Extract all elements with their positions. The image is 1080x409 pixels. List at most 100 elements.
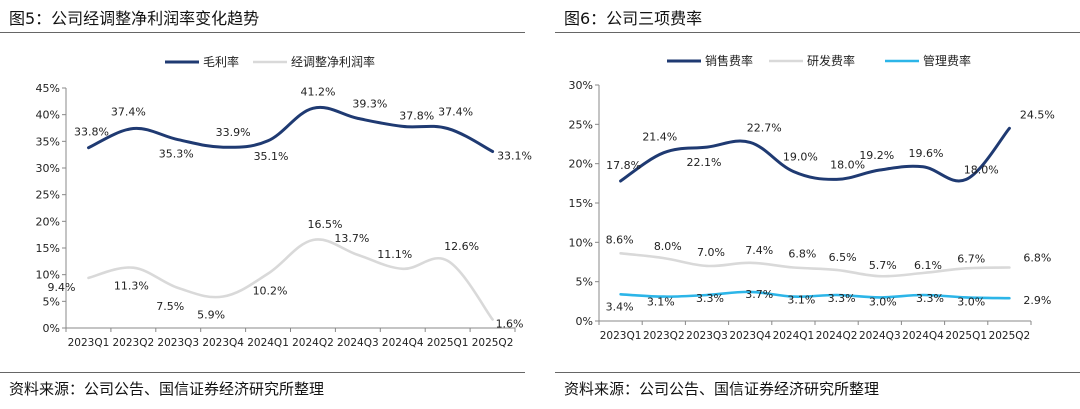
- data-label: 21.4%: [642, 131, 677, 144]
- y-tick-label: 20%: [36, 215, 60, 228]
- title-divider: [0, 32, 525, 33]
- data-label: 35.3%: [159, 148, 194, 161]
- data-label: 6.8%: [788, 248, 816, 261]
- x-tick-label: 2023Q3: [686, 330, 728, 342]
- figure-title: 图6：公司三项费率: [564, 9, 703, 28]
- data-label: 37.4%: [111, 106, 146, 119]
- series-line-0: [87, 105, 495, 153]
- data-label: 33.1%: [497, 149, 532, 162]
- y-tick-label: 15%: [36, 242, 60, 255]
- y-tick-label: 30%: [569, 79, 593, 92]
- data-label: 11.3%: [114, 280, 149, 293]
- series-line-1: [87, 238, 494, 321]
- legend-label: 管理费率: [923, 53, 971, 68]
- x-tick-label: 2024Q2: [816, 330, 858, 342]
- x-tick-label: 2023Q2: [643, 330, 685, 342]
- y-tick-label: 10%: [36, 269, 60, 282]
- x-tick-label: 2023Q1: [600, 330, 642, 342]
- x-tick-label: 2024Q3: [337, 337, 379, 349]
- data-label: 8.6%: [606, 233, 634, 246]
- legend-item: 毛利率: [165, 54, 239, 69]
- source-note: 资料来源：公司公告、国信证券经济研究所整理: [564, 380, 880, 398]
- x-tick-label: 2024Q1: [247, 337, 289, 349]
- data-label: 37.4%: [438, 106, 473, 119]
- expense-ratio-line-chart: 0%5%10%15%20%25%30%2023Q1 2023Q2 2023Q3 202…: [569, 53, 1055, 342]
- source-note: 资料来源：公司公告、国信证券经济研究所整理: [9, 380, 325, 398]
- x-tick-label: 2023Q2: [113, 337, 155, 349]
- series-line-1: [619, 252, 1011, 278]
- data-label: 13.7%: [334, 232, 369, 245]
- data-label: 10.2%: [253, 285, 288, 298]
- legend-label: 经调整净利润率: [291, 54, 375, 69]
- data-label: 6.7%: [957, 252, 985, 265]
- y-tick-label: 25%: [36, 189, 60, 202]
- margin-line-chart: 0% 5% 10% 15% 20% 25% 30% 35% 40% 45% 2023Q1 2023Q2…: [36, 54, 532, 349]
- data-label: 3.0%: [957, 295, 985, 308]
- y-tick-label: 30%: [36, 162, 60, 175]
- data-label: 18.0%: [964, 163, 999, 176]
- series-line-2: [619, 290, 1011, 300]
- data-label: 17.8%: [606, 159, 641, 172]
- data-label: 11.1%: [377, 248, 412, 261]
- data-label: 7.5%: [156, 300, 184, 313]
- y-tick-label: 45%: [36, 82, 60, 95]
- data-label: 39.3%: [352, 97, 387, 110]
- data-label: 3.4%: [606, 300, 634, 313]
- x-tick-label: 2025Q2: [989, 330, 1031, 342]
- data-label: 37.8%: [399, 109, 434, 122]
- data-label: 3.0%: [869, 295, 897, 308]
- source-divider: [555, 372, 1080, 373]
- data-label: 22.1%: [687, 156, 722, 169]
- y-tick-label: 25%: [569, 118, 593, 131]
- legend-label: 销售费率: [705, 53, 753, 68]
- legend-item: 经调整净利润率: [253, 54, 375, 69]
- legend-item: 销售费率: [667, 53, 753, 68]
- data-label: 19.2%: [859, 149, 894, 162]
- data-label: 2.9%: [1023, 294, 1051, 307]
- data-label: 33.9%: [216, 126, 251, 139]
- x-tick-label: 2025Q1: [427, 337, 469, 349]
- x-tick-label: 2024Q1: [773, 330, 815, 342]
- data-label: 16.5%: [307, 218, 342, 231]
- y-tick-label: 35%: [36, 135, 60, 148]
- data-label: 12.6%: [444, 240, 479, 253]
- data-label: 18.0%: [830, 158, 865, 171]
- data-label: 9.4%: [47, 281, 75, 294]
- data-label: 5.9%: [197, 309, 225, 322]
- data-label: 3.1%: [787, 294, 815, 307]
- y-tick-label: 20%: [569, 158, 593, 171]
- data-label: 6.1%: [914, 259, 942, 272]
- x-tick-label: 2023Q4: [729, 330, 771, 342]
- data-label: 41.2%: [300, 85, 335, 98]
- data-label: 5.7%: [869, 259, 897, 272]
- data-label: 35.1%: [254, 150, 289, 163]
- data-label: 6.8%: [1023, 252, 1051, 265]
- y-tick-label: 15%: [569, 197, 593, 210]
- data-label: 3.1%: [647, 296, 675, 309]
- data-label: 8.0%: [654, 240, 682, 253]
- data-label: 3.3%: [916, 292, 944, 305]
- data-label: 7.4%: [745, 244, 773, 257]
- y-tick-label: 0%: [43, 322, 60, 335]
- x-tick-label: 2023Q4: [202, 337, 244, 349]
- x-tick-label: 2025Q2: [472, 337, 514, 349]
- y-tick-label: 10%: [569, 236, 593, 249]
- x-tick-label: 2023Q3: [157, 337, 199, 349]
- x-tick-label: 2024Q3: [859, 330, 901, 342]
- data-label: 33.8%: [74, 126, 109, 139]
- y-tick-label: 0%: [576, 315, 593, 328]
- title-divider: [555, 32, 1080, 33]
- y-tick-label: 5%: [576, 276, 593, 289]
- x-tick-label: 2024Q4: [902, 330, 944, 342]
- x-tick-label: 2023Q1: [68, 337, 110, 349]
- x-tick-label: 2025Q1: [945, 330, 987, 342]
- data-label: 19.0%: [783, 151, 818, 164]
- data-label: 7.0%: [697, 246, 725, 259]
- y-tick-label: 40%: [36, 109, 60, 122]
- data-label: 3.3%: [696, 292, 724, 305]
- data-label: 22.7%: [747, 121, 782, 134]
- chart-panel-expense-ratios: 图6：公司三项费率 0% 5% 10% 15% 20% 25% 30% 2023Q1 2023Q…: [555, 0, 1080, 409]
- legend-label: 研发费率: [807, 53, 855, 68]
- x-tick-label: 2024Q2: [292, 337, 334, 349]
- data-label: 3.3%: [828, 292, 856, 305]
